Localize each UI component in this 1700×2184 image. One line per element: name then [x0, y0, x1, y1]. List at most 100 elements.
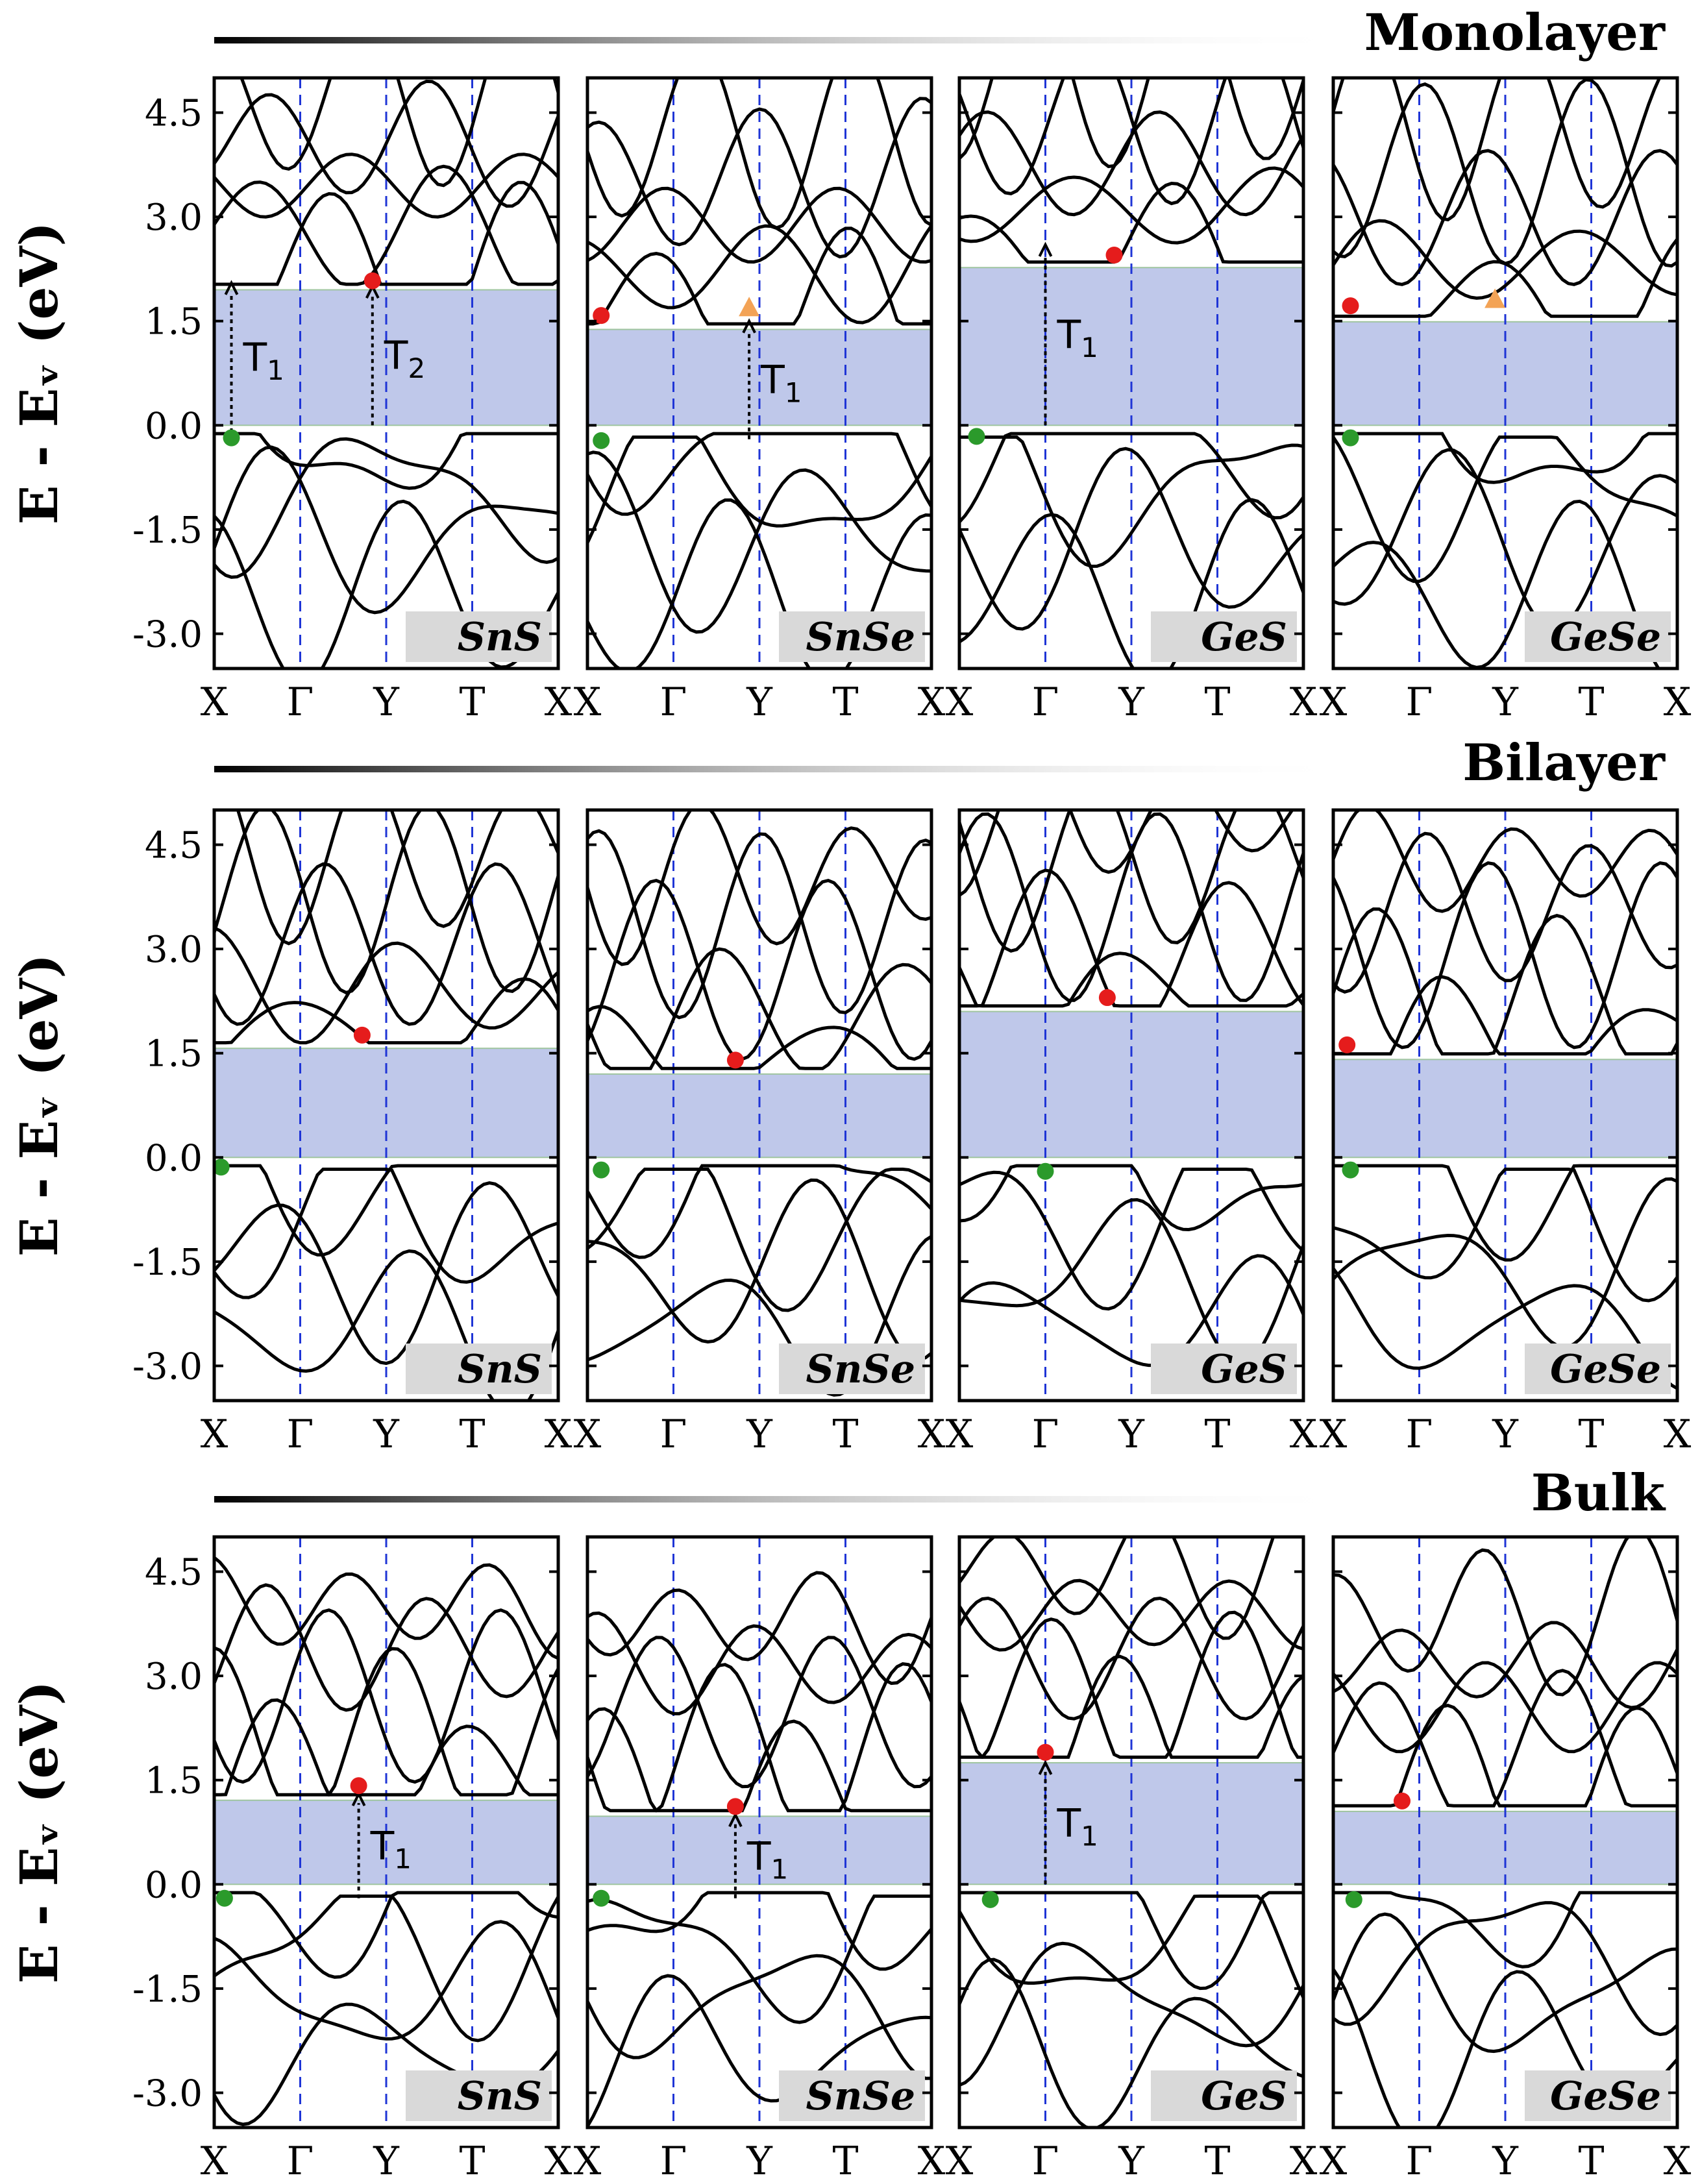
band-line — [240, 78, 558, 188]
title-gradient-line — [214, 37, 1350, 43]
transition-arrowhead — [1038, 1760, 1053, 1775]
y-tick-label: 0.0 — [145, 1137, 203, 1179]
cbm-alt-marker — [739, 297, 760, 317]
k-point-label: X — [201, 2139, 228, 2184]
y-tick-label: 4.5 — [145, 1552, 203, 1594]
band-line — [959, 810, 1295, 897]
material-label-box — [1151, 611, 1297, 662]
vbm-marker — [1037, 1162, 1054, 1180]
k-point-label: T — [1578, 680, 1604, 725]
bands-group — [1333, 78, 1677, 669]
k-point-label: Γ — [287, 1412, 314, 1457]
material-label: SnSe — [806, 1347, 915, 1392]
band-line — [959, 1895, 1303, 1999]
band-line — [1333, 1704, 1677, 1808]
panel-gese: GeSe — [1331, 808, 1679, 1403]
k-point-label: X — [1664, 1412, 1692, 1457]
vbm-marker — [212, 1159, 230, 1176]
y-tick-label: 1.5 — [145, 301, 203, 343]
material-label: SnS — [458, 2074, 542, 2119]
band-line — [959, 1164, 1303, 1232]
band-line — [587, 1164, 931, 1259]
k-point-label: X — [1290, 680, 1318, 725]
k-point-label: X — [201, 680, 228, 725]
cbm-marker — [1037, 1743, 1054, 1761]
material-label-box — [1525, 2070, 1671, 2121]
k-point-label: X — [946, 680, 974, 725]
y-axis-label: E - Eᵥ (eV) — [8, 954, 69, 1257]
cbm-marker — [593, 307, 610, 325]
k-point-label: Y — [746, 1412, 773, 1457]
band-line — [587, 1954, 931, 2080]
k-point-label: T — [1204, 1412, 1230, 1457]
band-line — [587, 1636, 931, 1789]
k-point-label: X — [918, 1412, 946, 1457]
row-title: Monolayer — [1364, 3, 1666, 62]
material-label-box — [1525, 611, 1671, 662]
band-line — [1333, 831, 1677, 994]
band-line — [1333, 861, 1677, 1049]
y-tick-label: 3.0 — [145, 197, 203, 239]
vbm-marker — [968, 428, 985, 445]
k-point-label: Y — [1118, 1412, 1145, 1457]
band-line — [214, 1698, 558, 1797]
panel-snse: T1 SnSe — [585, 76, 933, 670]
k-point-label: Γ — [660, 2139, 687, 2184]
k-point-label: X — [1664, 2139, 1692, 2184]
panel-frame — [1331, 1535, 1679, 2129]
band-line — [587, 1662, 931, 1813]
band-line — [1333, 499, 1660, 669]
vbm-marker — [216, 1889, 233, 1907]
vbm-marker — [1342, 1161, 1359, 1179]
y-axis-label: E - Eᵥ (eV) — [8, 1681, 69, 1984]
band-line — [959, 868, 1303, 1008]
band-line — [214, 1891, 558, 1979]
band-line — [1333, 432, 1677, 484]
band-line — [587, 810, 931, 966]
transition-subscript: 1 — [771, 1853, 789, 1885]
k-point-label: Γ — [1406, 680, 1433, 725]
band-line — [959, 1578, 1303, 1652]
k-point-label: Y — [1492, 1412, 1519, 1457]
k-point-label: Γ — [287, 2139, 314, 2184]
cbm-marker — [1342, 297, 1359, 315]
band-line — [1333, 907, 1677, 1056]
band-line — [959, 951, 1303, 1008]
material-label-box — [406, 2070, 552, 2121]
band-line — [1333, 78, 1662, 222]
band-line — [1333, 1912, 1677, 2054]
cbm-marker — [1105, 247, 1123, 264]
k-point-label: Y — [373, 2139, 400, 2184]
k-point-label: X — [545, 680, 573, 725]
k-point-label: Γ — [660, 680, 687, 725]
band-line — [587, 1707, 931, 1813]
material-label-box — [779, 611, 925, 662]
transition-subscript: 2 — [408, 352, 425, 384]
band-line — [587, 1895, 931, 2024]
band-line — [214, 79, 558, 208]
row-title: Bilayer — [1462, 733, 1666, 792]
k-point-label: X — [1320, 680, 1348, 725]
y-tick-label: 4.5 — [145, 93, 203, 135]
panel-frame — [585, 76, 933, 670]
k-point-label: Γ — [1032, 680, 1059, 725]
vbm-marker — [593, 1161, 610, 1179]
k-point-label: X — [946, 2139, 974, 2184]
vbm-marker — [593, 1889, 610, 1907]
vbm-marker — [1345, 1891, 1362, 1908]
band-line — [214, 1181, 558, 1366]
y-tick-label: 4.5 — [145, 825, 203, 867]
k-point-label: Γ — [1032, 1412, 1059, 1457]
bands-group — [587, 810, 931, 1397]
material-label-box — [406, 1344, 552, 1394]
band-line — [959, 447, 1303, 631]
y-tick-label: -1.5 — [132, 1969, 203, 2011]
transition-subscript: 1 — [1081, 1821, 1098, 1852]
band-line — [1333, 1164, 1677, 1262]
band-line — [587, 947, 931, 1070]
material-label: SnS — [458, 615, 542, 660]
band-line — [1333, 448, 1677, 632]
band-line — [587, 1178, 931, 1362]
band-line — [587, 436, 931, 544]
